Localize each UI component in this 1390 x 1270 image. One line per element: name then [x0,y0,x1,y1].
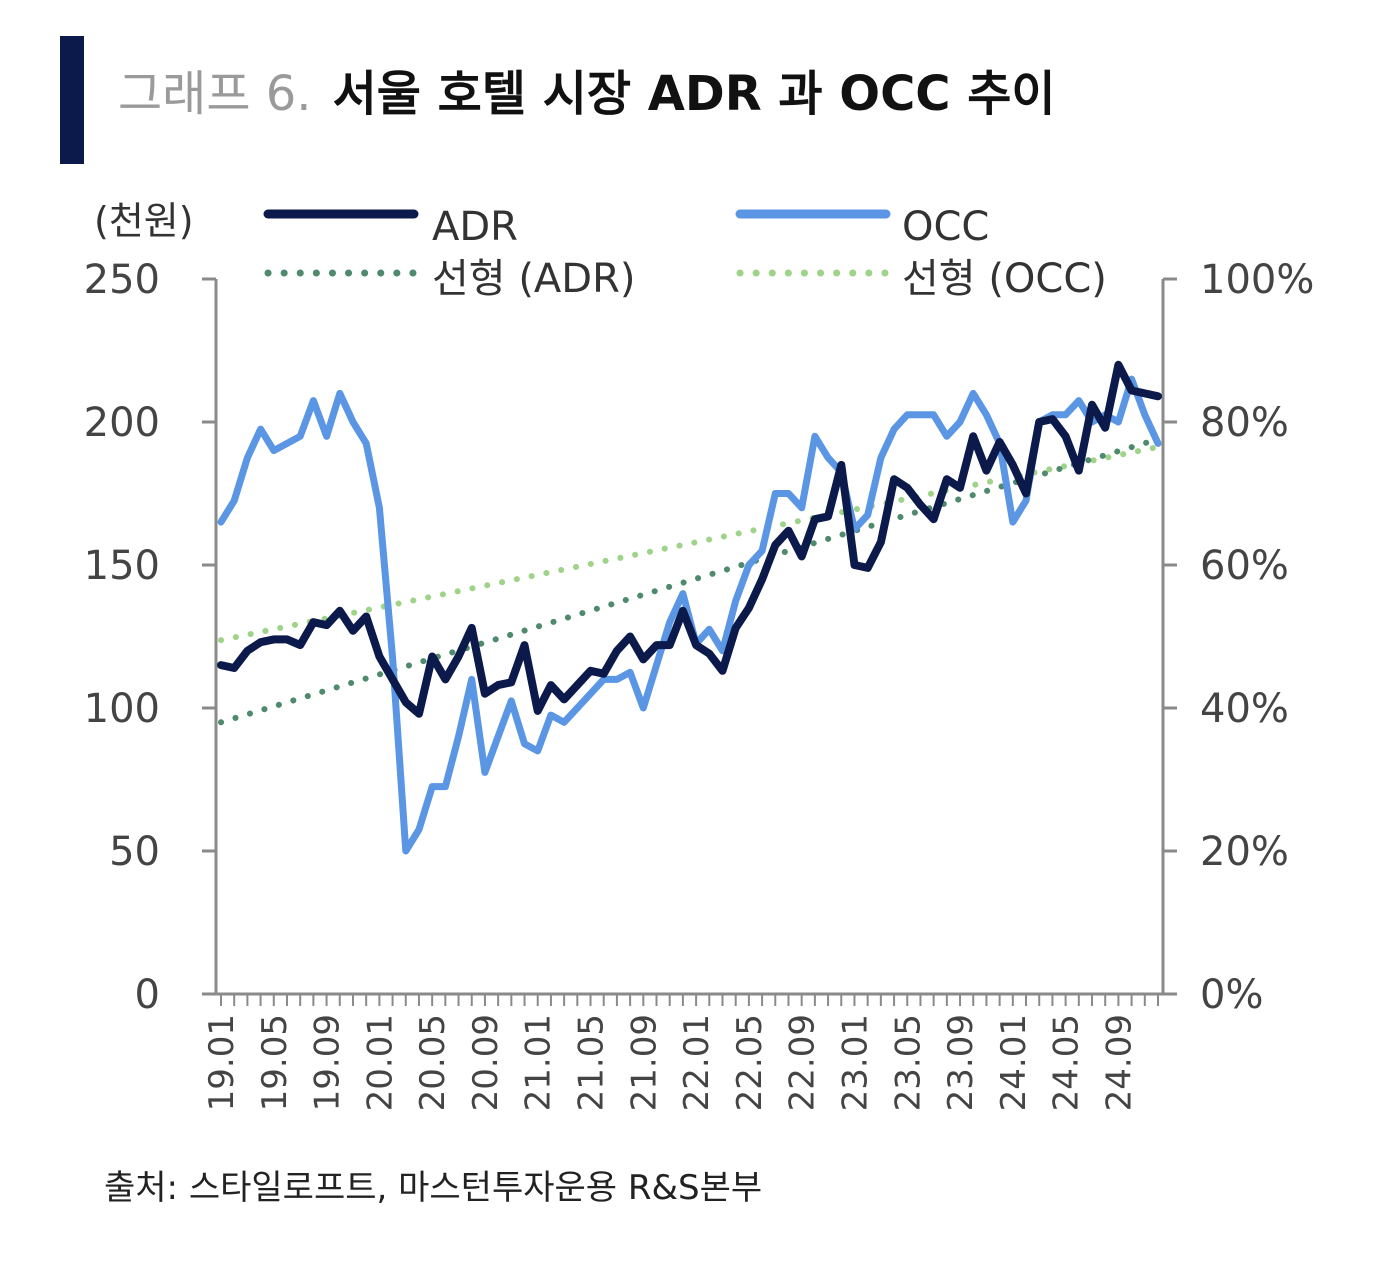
title-main: 서울 호텔 시장 ADR 과 OCC 추이 [332,66,1056,122]
title-prefix: 그래프 6. [118,66,312,122]
legend-label-occ: OCC [902,204,989,250]
x-axis-tick-label: 22.09 [783,1014,823,1111]
x-axis-tick-label: 22.01 [677,1014,717,1111]
x-axis-tick-label: 23.01 [835,1014,875,1111]
source-note: 출처: 스타일로프트, 마스턴투자운용 R&S본부 [104,1168,763,1208]
x-axis-tick-label: 23.09 [941,1014,981,1111]
series-layer [217,360,1162,855]
x-axis-tick-label: 19.05 [255,1014,295,1111]
x-axis-tick-label: 20.09 [466,1014,506,1111]
chart-title: 그래프 6. 서울 호텔 시장 ADR 과 OCC 추이 [118,70,1056,118]
left-axis-tick-label: 250 [84,257,160,303]
right-axis-tick-label: 80% [1200,400,1289,446]
axes: 0 50 100 150 200 250 0% 20% 40% 60% 80% 100% 19.01 19… [84,257,1315,1111]
x-axis-tick-label: 21.09 [624,1014,664,1111]
series-line-adr-trend [218,436,1161,726]
legend-label-adr: ADR [432,204,518,250]
legend: ADR OCC 선형 (ADR) 선형 (OCC) [263,204,1107,302]
x-axis-tick-label: 22.05 [730,1014,770,1111]
left-axis-tick-label: 50 [109,829,160,875]
series-line-adr [217,360,1162,718]
y-axis-unit-label: (천원) [94,199,194,243]
legend-label-occ-trend: 선형 (OCC) [902,256,1107,302]
right-axis-tick-label: 0% [1200,972,1263,1018]
left-axis-tick-label: 200 [84,400,160,446]
x-axis-tick-label: 24.05 [1047,1014,1087,1111]
legend-label-adr-trend: 선형 (ADR) [432,256,635,302]
x-axis-tick-label: 21.01 [519,1014,559,1111]
series-line-occ [217,375,1162,855]
left-axis-tick-label: 100 [84,686,160,732]
x-axis-tick-label: 19.09 [308,1014,348,1111]
x-axis-tick-label: 23.05 [888,1014,928,1111]
x-axis-tick-label: 24.01 [994,1014,1034,1111]
x-axis-tick-label: 24.09 [1099,1014,1139,1111]
right-axis-tick-label: 100% [1200,257,1314,303]
right-axis-tick-label: 60% [1200,543,1289,589]
right-axis-tick-label: 20% [1200,829,1289,875]
x-axis-tick-label: 19.01 [202,1014,242,1111]
x-axis-tick-label: 20.05 [413,1014,453,1111]
left-axis-tick-label: 0 [135,972,160,1018]
x-axis-tick-label: 21.05 [572,1014,612,1111]
x-axis-tick-label: 20.01 [360,1014,400,1111]
left-axis-tick-label: 150 [84,543,160,589]
right-axis-tick-label: 40% [1200,686,1289,732]
title-accent-bar [60,36,84,164]
